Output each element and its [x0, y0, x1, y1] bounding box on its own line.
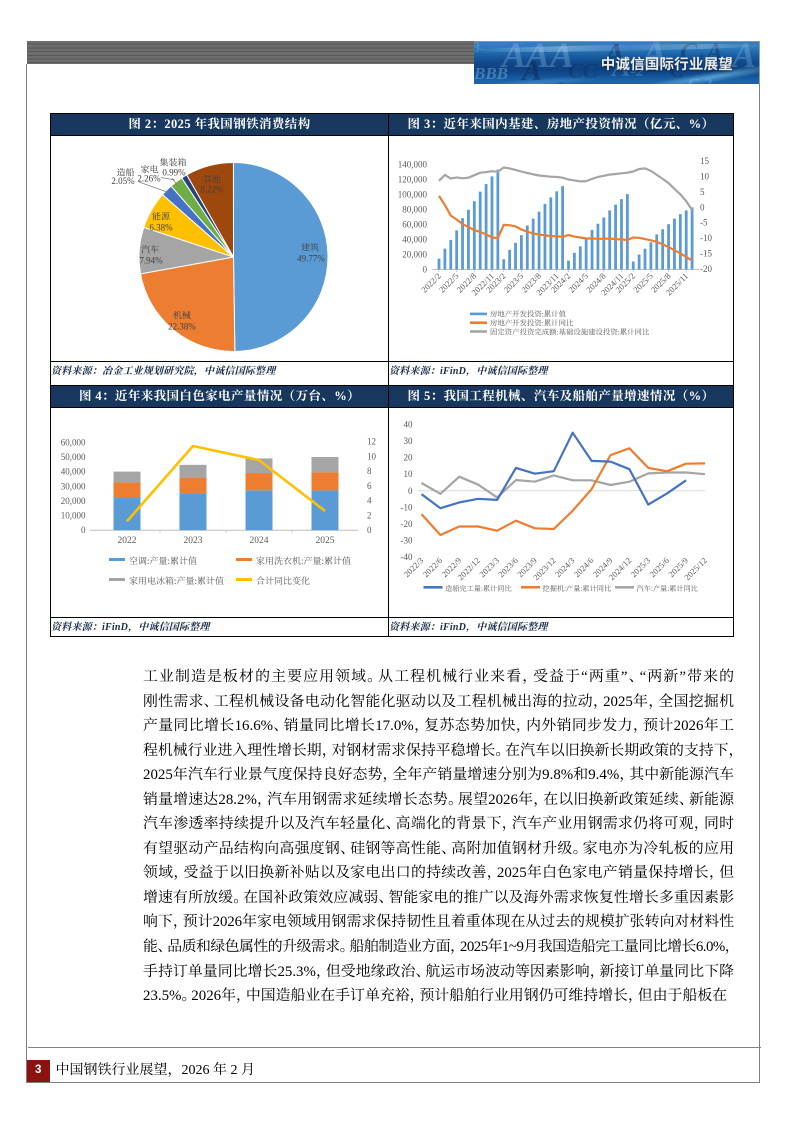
svg-text:-30: -30 — [401, 536, 413, 546]
svg-text:0: 0 — [81, 525, 86, 535]
svg-text:建筑: 建筑 — [301, 243, 319, 253]
svg-text:20: 20 — [404, 453, 414, 463]
svg-text:造船完工量:累计同比: 造船完工量:累计同比 — [445, 584, 512, 593]
svg-text:15: 15 — [700, 156, 710, 166]
svg-text:家用洗衣机:产量:累计值: 家用洗衣机:产量:累计值 — [256, 556, 351, 566]
svg-text:6.38%: 6.38% — [149, 223, 173, 233]
svg-text:-20: -20 — [401, 519, 413, 529]
svg-text:2.26%: 2.26% — [137, 174, 161, 184]
svg-text:能源: 能源 — [152, 212, 171, 222]
svg-text:80,000: 80,000 — [402, 204, 427, 214]
svg-text:2022/6: 2022/6 — [421, 555, 445, 579]
svg-text:2025/3: 2025/3 — [628, 555, 652, 579]
svg-text:0: 0 — [423, 265, 428, 275]
svg-text:合计同比变化: 合计同比变化 — [256, 576, 310, 586]
svg-text:49.77%: 49.77% — [297, 254, 325, 264]
svg-text:40: 40 — [404, 419, 414, 429]
svg-text:7.94%: 7.94% — [139, 256, 163, 266]
svg-text:2.05%: 2.05% — [111, 176, 135, 186]
svg-text:房地产开发投资:累计同比: 房地产开发投资:累计同比 — [490, 319, 574, 328]
svg-text:0: 0 — [367, 525, 372, 535]
svg-text:其他: 其他 — [203, 175, 221, 185]
svg-text:造船: 造船 — [116, 168, 134, 178]
svg-text:5: 5 — [700, 187, 705, 197]
svg-text:2023/6: 2023/6 — [496, 555, 520, 579]
svg-text:-5: -5 — [700, 218, 708, 228]
svg-text:2024: 2024 — [250, 536, 269, 546]
svg-text:60,000: 60,000 — [402, 219, 427, 229]
svg-text:挖掘机:产量:累计同比: 挖掘机:产量:累计同比 — [543, 584, 612, 593]
svg-text:-10: -10 — [700, 233, 712, 243]
svg-text:2023: 2023 — [184, 536, 203, 546]
svg-text:22.38%: 22.38% — [168, 322, 196, 332]
svg-text:120,000: 120,000 — [398, 174, 428, 184]
svg-text:2: 2 — [367, 510, 372, 520]
svg-text:8.22%: 8.22% — [200, 185, 224, 195]
svg-text:房地产开发投资:累计值: 房地产开发投资:累计值 — [490, 310, 567, 319]
svg-text:10: 10 — [404, 469, 414, 479]
svg-text:20,000: 20,000 — [61, 496, 86, 506]
svg-text:30,000: 30,000 — [61, 481, 86, 491]
svg-text:机械: 机械 — [173, 311, 191, 321]
svg-text:40,000: 40,000 — [402, 234, 427, 244]
svg-text:2022: 2022 — [118, 536, 137, 546]
svg-text:0.99%: 0.99% — [162, 168, 186, 178]
svg-text:0: 0 — [408, 486, 413, 496]
svg-text:10: 10 — [367, 451, 377, 461]
svg-text:0: 0 — [700, 202, 705, 212]
svg-text:2024/3: 2024/3 — [553, 555, 577, 579]
svg-text:4: 4 — [367, 496, 372, 506]
svg-text:家用电冰箱:产量:累计值: 家用电冰箱:产量:累计值 — [129, 576, 224, 586]
svg-text:8: 8 — [367, 466, 372, 476]
svg-text:10: 10 — [700, 171, 710, 181]
svg-text:家电: 家电 — [140, 165, 158, 175]
svg-text:2024/6: 2024/6 — [572, 555, 596, 579]
svg-text:6: 6 — [367, 481, 372, 491]
svg-text:固定资产投资完成额:基础设施建设投资:累计同比: 固定资产投资完成额:基础设施建设投资:累计同比 — [490, 327, 650, 336]
svg-text:-20: -20 — [700, 264, 712, 274]
svg-text:-40: -40 — [401, 552, 413, 562]
svg-text:12: 12 — [367, 437, 376, 447]
svg-text:50,000: 50,000 — [61, 452, 86, 462]
svg-text:2023/3: 2023/3 — [477, 555, 501, 579]
svg-text:10,000: 10,000 — [61, 511, 86, 521]
svg-text:汽车:产量:累计同比: 汽车:产量:累计同比 — [637, 584, 699, 593]
svg-text:30: 30 — [404, 436, 414, 446]
svg-text:40,000: 40,000 — [61, 467, 86, 477]
svg-text:2025: 2025 — [316, 536, 335, 546]
svg-text:100,000: 100,000 — [398, 189, 428, 199]
svg-text:-10: -10 — [401, 502, 413, 512]
svg-text:60,000: 60,000 — [61, 438, 86, 448]
svg-text:空调:产量:累计值: 空调:产量:累计值 — [129, 556, 197, 566]
svg-text:140,000: 140,000 — [398, 159, 428, 169]
svg-text:20,000: 20,000 — [402, 249, 427, 259]
svg-text:汽车: 汽车 — [141, 245, 159, 255]
svg-text:2025/6: 2025/6 — [647, 555, 671, 579]
svg-text:集装箱: 集装箱 — [159, 158, 186, 168]
svg-text:-15: -15 — [700, 249, 712, 259]
